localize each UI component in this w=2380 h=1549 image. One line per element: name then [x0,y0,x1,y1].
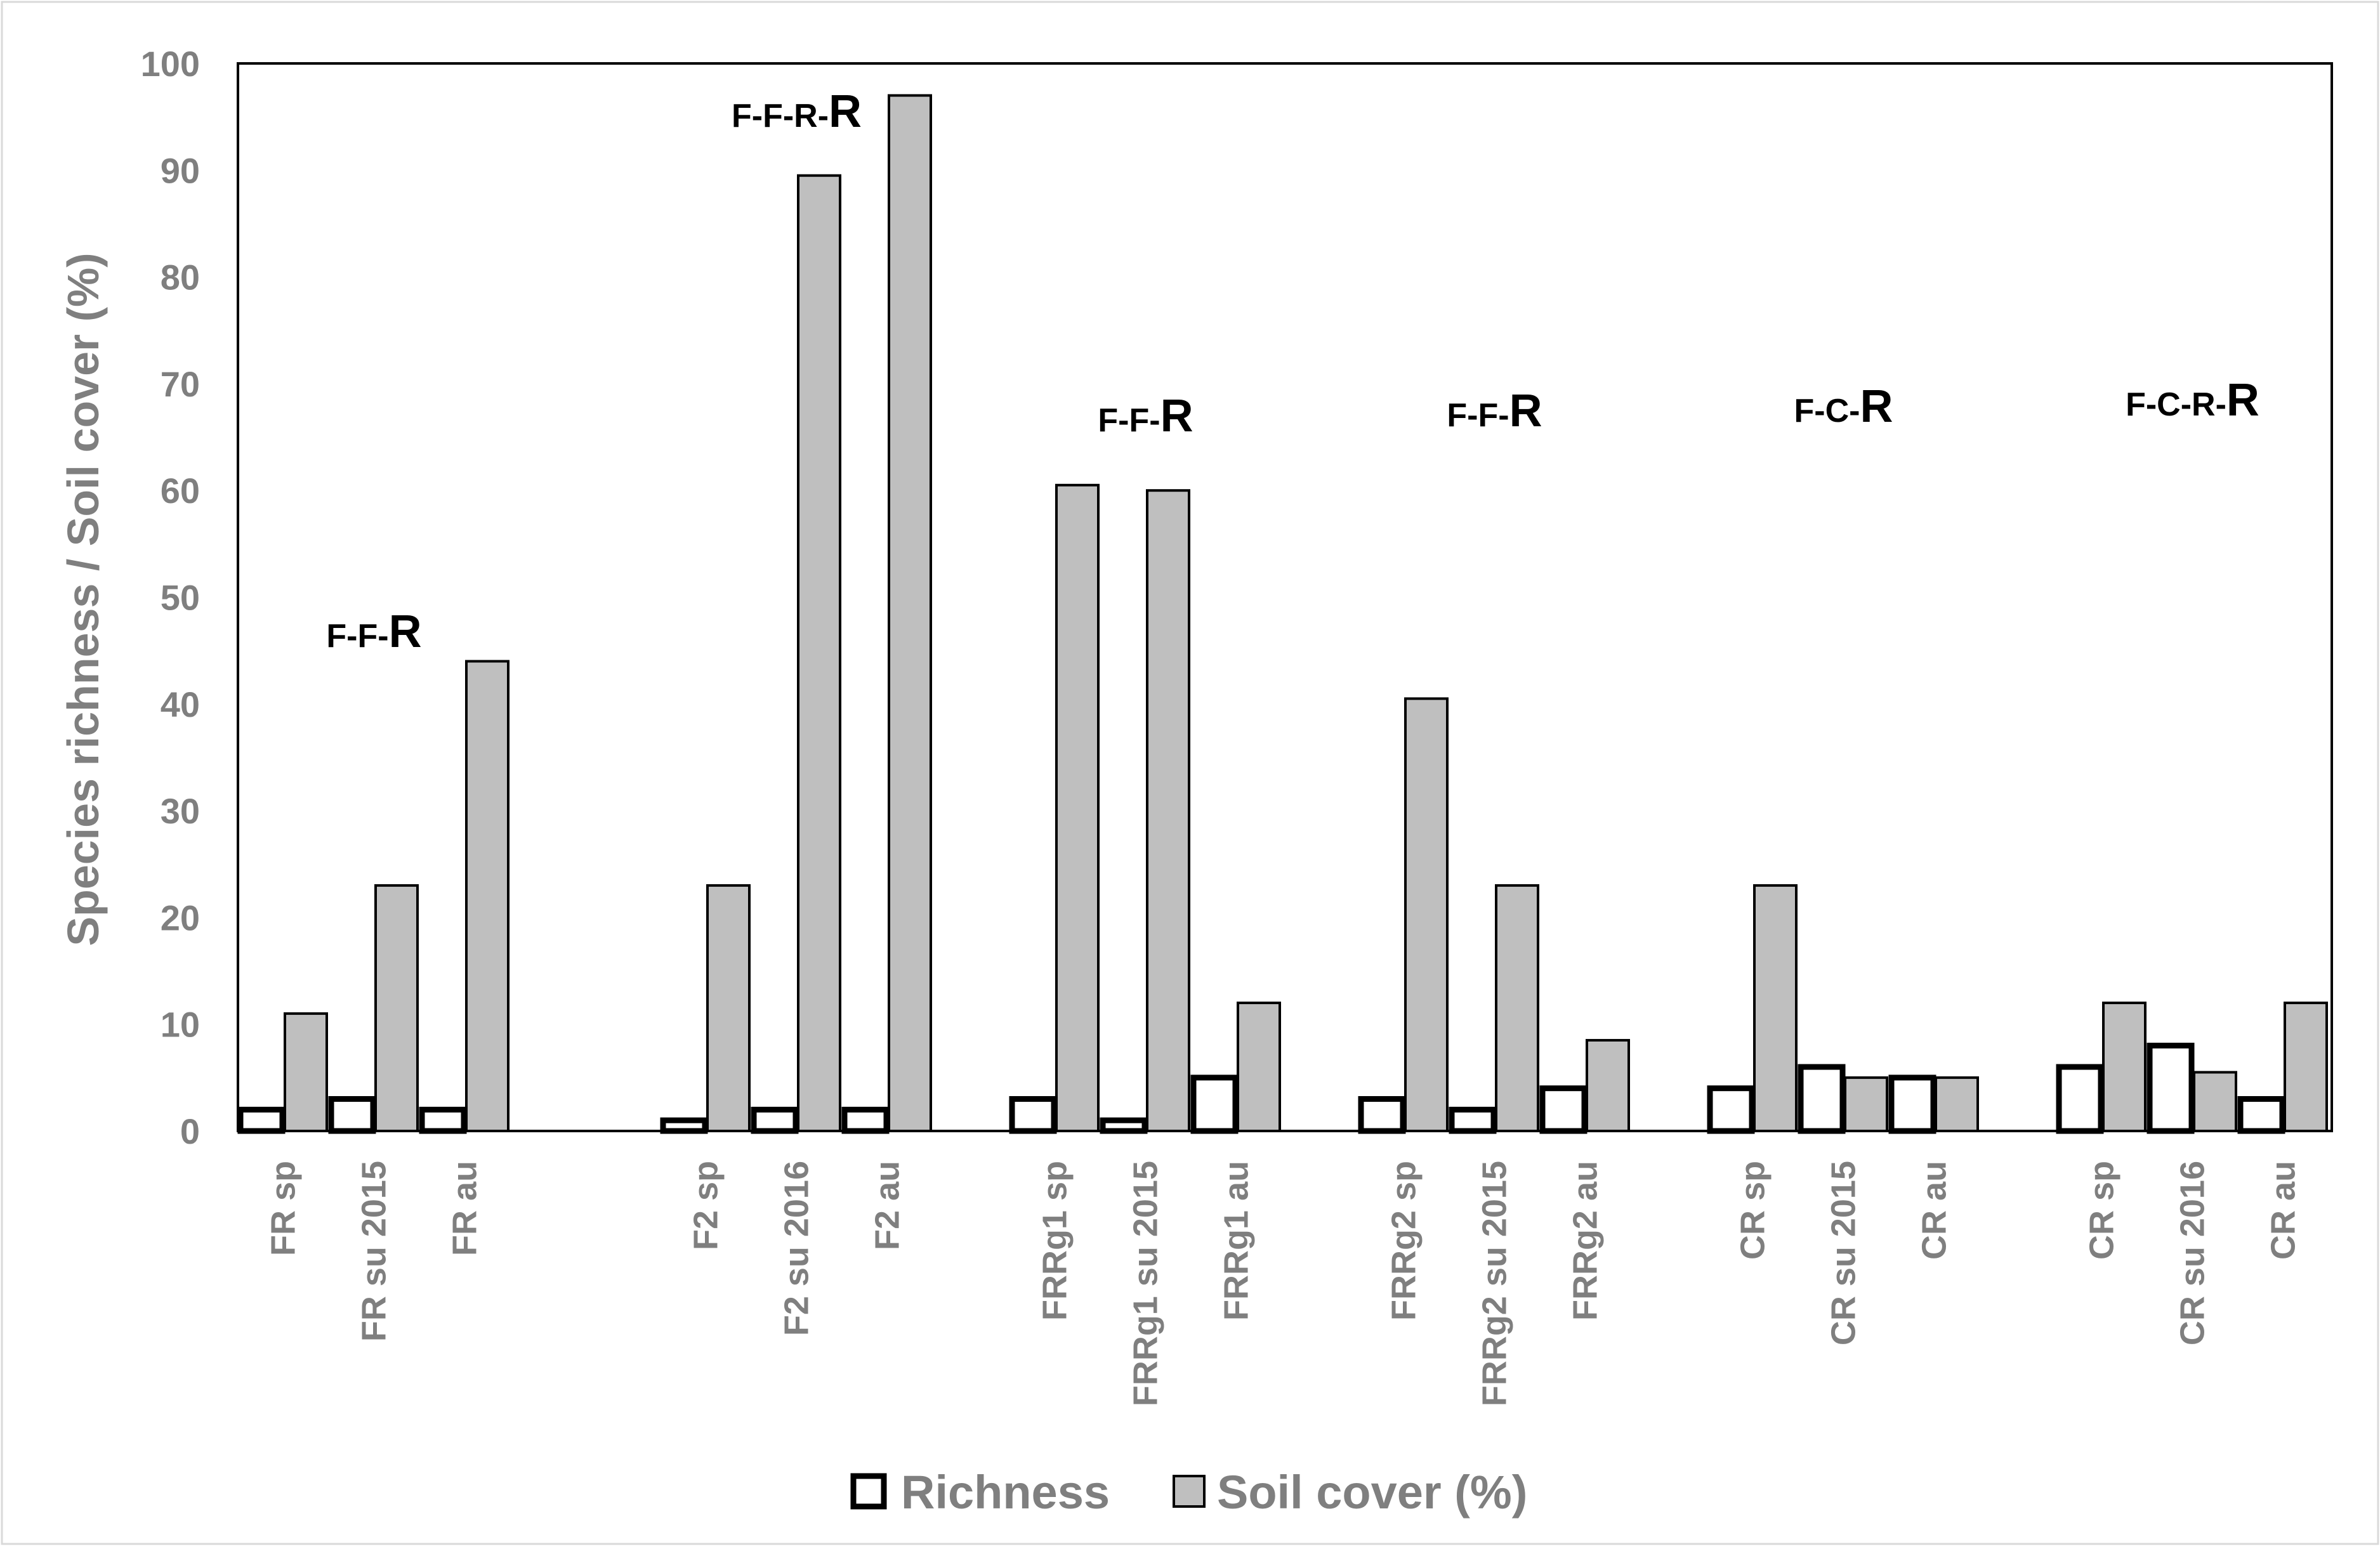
soil-cover-bar [1055,483,1100,1132]
group-label: F-C-R [1794,381,1893,432]
category-label: CR sp [2083,1161,2121,1260]
group-label-prefix: F-C- [1794,393,1860,429]
soil-cover-bar [1844,1076,1888,1132]
group-label-main: R [1509,386,1542,436]
richness-bar [237,1106,286,1134]
richness-bar [1888,1075,1936,1134]
y-tick-label: 20 [161,898,200,938]
category-label: FR sp [265,1161,303,1256]
richness-bar [1358,1096,1406,1134]
category-label: F2 sp [687,1161,725,1250]
legend-swatch-richness [850,1473,887,1510]
category-label: F2 su 2016 [778,1161,816,1336]
soil-cover-bar [1495,884,1539,1133]
legend-label-soil-cover: Soil cover (%) [1217,1466,1527,1519]
y-tick-label: 60 [161,471,200,511]
group-label-main: R [1160,391,1193,441]
soil-cover-bar [374,884,419,1133]
group-label-prefix: F-C-R- [2126,386,2226,423]
category-label: CR su 2015 [1825,1161,1863,1345]
y-tick-label: 30 [161,791,200,831]
legend-swatch-soil-cover [1173,1475,1206,1508]
group-label: F-F-R-R [732,86,862,137]
group-label: F-F-R [1447,386,1542,436]
category-label: CR sp [1734,1161,1772,1260]
y-axis-title: Species richness / Soil cover (%) [58,252,108,946]
y-tick-label: 100 [141,44,200,84]
y-tick-label: 80 [161,258,200,297]
richness-bar [660,1117,708,1134]
group-label-main: R [2226,375,2259,426]
richness-bar [751,1106,799,1134]
richness-bar [1449,1106,1497,1134]
soil-cover-bar [1935,1076,1979,1132]
group-labels: F-F-RF-F-R-RF-F-R F-F-R F-C-R F-C-R-R [326,86,2259,657]
soil-cover-bar [1753,884,1798,1133]
y-tick-label: 40 [161,684,200,724]
category-label: F2 au [869,1161,907,1250]
y-tick-label: 70 [161,364,200,404]
category-label: CR au [1916,1161,1954,1260]
category-label: FRRg2 sp [1385,1161,1423,1321]
group-label-prefix: F-F-R- [732,98,829,134]
richness-bar [1100,1117,1148,1134]
group-label-prefix: F-F- [326,618,388,655]
category-label: FRRg2 au [1567,1161,1605,1321]
soil-cover-bar [465,660,510,1132]
group-label-main: R [389,606,422,657]
y-axis: 0 10 20 30 40 50 60 70 80 90 100 [141,44,200,1151]
richness-bar [2147,1042,2195,1134]
category-label: FRRg1 su 2015 [1127,1161,1165,1406]
x-axis-labels: FR sp FR su 2015 FR au F2 sp F2 su 2016 F2 au… [265,1161,2303,1406]
group-label-main: R [829,86,862,137]
category-label: FR su 2015 [355,1161,393,1342]
group-label-prefix: F-F- [1447,397,1509,434]
legend-label-richness: Richness [901,1466,1110,1519]
richness-bar [1539,1085,1588,1134]
soil-cover-bar [706,884,751,1133]
soil-cover-bar [888,94,932,1133]
group-label: F-C-R-R [2126,375,2259,426]
y-tick-label: 0 [180,1111,200,1151]
richness-bar [1009,1096,1057,1134]
soil-cover-bar [797,174,841,1133]
y-tick-label: 10 [161,1005,200,1045]
group-label: F-F-R [326,606,421,657]
richness-bar [841,1106,890,1134]
category-label: FRRg1 au [1218,1161,1256,1321]
category-label: FR au [446,1161,484,1256]
group-label-prefix: F-F- [1098,402,1160,439]
richness-bar [328,1096,376,1134]
soil-cover-bar [1237,1002,1281,1133]
soil-cover-bar [1586,1038,1630,1132]
bars-layer [237,94,2332,1134]
y-tick-label: 50 [161,578,200,618]
richness-bar [1707,1085,1755,1134]
category-label: FRRg1 sp [1036,1161,1074,1321]
soil-cover-bar [1404,697,1449,1132]
richness-bar [2056,1064,2104,1134]
richness-bar [1190,1075,1239,1134]
soil-cover-bar [1146,489,1190,1132]
richness-bar [419,1106,467,1134]
richness-bar [2237,1096,2285,1134]
category-label: CR au [2265,1161,2303,1260]
y-tick-label: 90 [161,150,200,190]
soil-cover-bar [2102,1002,2147,1133]
group-label: F-F-R [1098,391,1193,441]
group-label-main: R [1860,381,1893,432]
richness-bar [1798,1064,1846,1134]
soil-cover-bar [284,1012,328,1132]
soil-cover-bar [2284,1002,2328,1133]
category-label: FRRg2 su 2015 [1476,1161,1514,1406]
category-label: CR su 2016 [2174,1161,2212,1345]
legend: Richness Soil cover (%) [850,1466,1527,1519]
soil-cover-bar [2193,1071,2237,1133]
